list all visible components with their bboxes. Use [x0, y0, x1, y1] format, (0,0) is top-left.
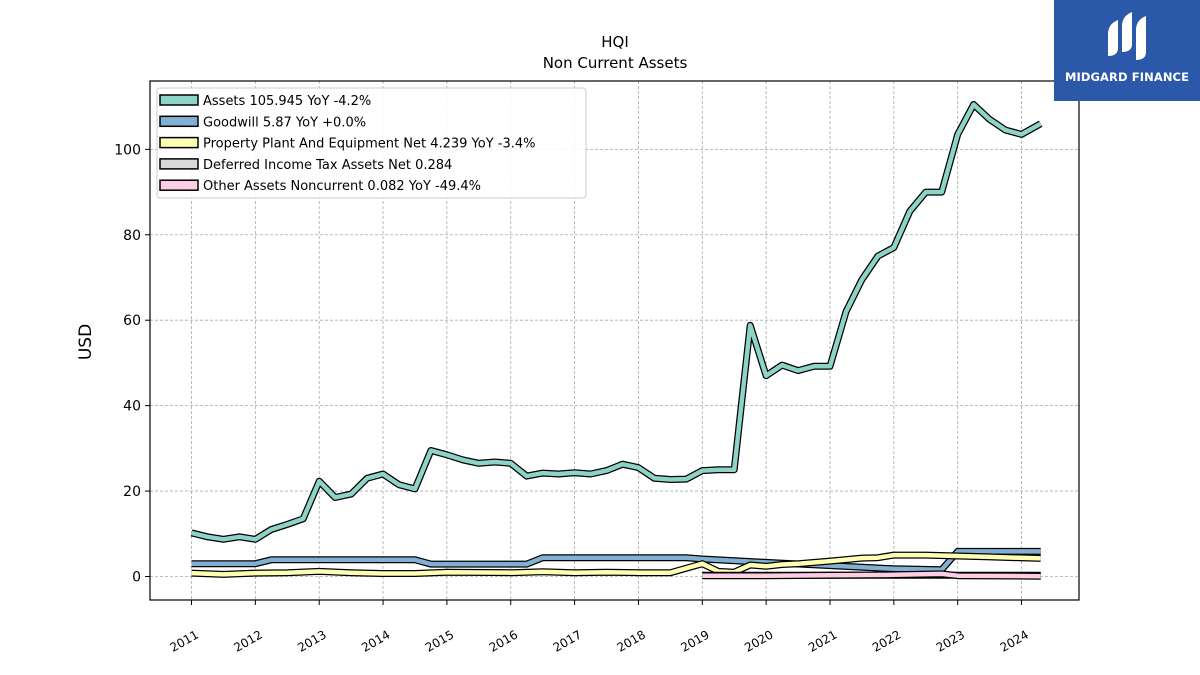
series-line-4: [702, 571, 1041, 579]
legend-swatch: [159, 158, 199, 170]
x-tick-label: 2017: [551, 627, 584, 654]
series-layer: [190, 101, 1043, 580]
logo-mark-icon: [1108, 12, 1146, 60]
legend-swatch: [159, 94, 199, 106]
series-line-1: [191, 549, 1041, 572]
series-line-2: [191, 552, 1041, 577]
y-axis-label: USD: [76, 324, 96, 360]
y-tick-label: 100: [114, 142, 141, 158]
y-tick-label: 0: [132, 570, 141, 586]
legend-swatch: [159, 136, 199, 149]
x-tick-label: 2022: [870, 627, 903, 654]
x-tick-label: 2012: [231, 627, 264, 654]
legend-label: Other Assets Noncurrent 0.082 YoY -49.4%: [203, 179, 481, 194]
legend-label: Assets 105.945 YoY -4.2%: [203, 94, 371, 109]
plot-frame: [149, 80, 1080, 601]
x-tick-label: 2011: [168, 627, 201, 654]
brand-logo: MIDGARD FINANCE: [1054, 0, 1200, 101]
x-tick-label: 2020: [742, 627, 775, 654]
x-tick-label: 2023: [934, 627, 967, 654]
legend-swatch: [159, 115, 199, 128]
y-tick-label: 80: [123, 228, 141, 244]
series-line-0: [190, 102, 1042, 542]
legend-label: Goodwill 5.87 YoY +0.0%: [203, 115, 366, 130]
x-tick-label: 2021: [806, 627, 839, 654]
x-tick-label: 2016: [487, 627, 520, 654]
legend-box: [156, 87, 587, 199]
x-tick-label: 2018: [614, 627, 647, 654]
logo-text: MIDGARD FINANCE: [1064, 70, 1190, 84]
legend-swatch: [159, 179, 199, 191]
x-tick-label: 2013: [295, 627, 328, 654]
legend-label: Deferred Income Tax Assets Net 0.284: [203, 158, 452, 173]
chart-subtitle: Non Current Assets: [543, 54, 688, 72]
x-tick-label: 2019: [678, 627, 711, 654]
y-tick-label: 40: [123, 399, 141, 415]
legend: Assets 105.945 YoY -4.2% Goodwill 5.87 Yo…: [156, 87, 587, 199]
legend-label: Property Plant And Equipment Net 4.239 Y…: [203, 137, 536, 152]
y-tick-label: 60: [123, 313, 141, 329]
x-tick-label: 2015: [423, 627, 456, 654]
x-tick-label: 2024: [998, 627, 1031, 654]
y-tick-label: 20: [123, 484, 141, 500]
x-tick-label: 2014: [359, 627, 392, 654]
chart-title: HQI: [601, 33, 629, 51]
